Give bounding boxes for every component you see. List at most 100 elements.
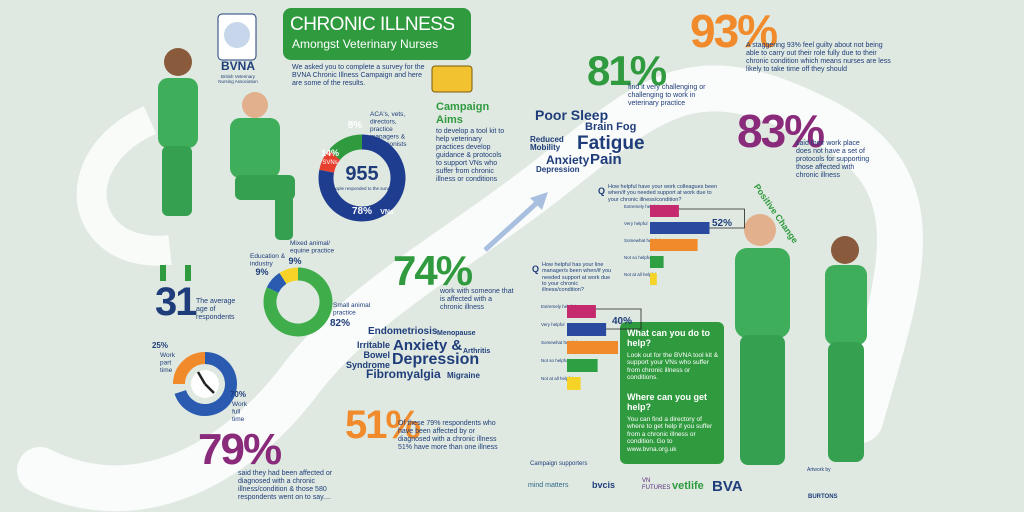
donut-segment [263,267,333,337]
q-marker: Q [598,186,606,196]
logo-text: BVNA [220,59,255,73]
title: CHRONIC ILLNESS [290,14,455,35]
bar [650,205,679,217]
symptom: Anxiety [546,153,590,167]
segment-label: Small animal practice [333,302,371,317]
donut-segment [174,352,237,416]
bracket [595,308,642,330]
artwork-label: Artwork by [807,467,831,473]
segment-value: 82% [330,318,350,329]
stat-value: 93% [690,5,778,57]
donut-segment [266,272,287,294]
segment-value: 78% [352,206,372,217]
segment-value: 9% [255,267,268,277]
supporter-logo: BVA [712,478,743,495]
nurse-seated [230,92,295,240]
campaign-title: Campaign Aims [436,101,490,126]
bar [650,222,710,234]
condition: Depression [392,351,480,368]
bar-category: Somewhat helpful [624,238,660,243]
age-value: 31 [155,280,197,324]
question: How helpful have your work colleagues be… [608,184,718,203]
stat-text: work with someone that is affected with … [440,288,514,312]
age-label: The average age of respondents [196,298,236,322]
question: How helpful has your line manager/s been… [542,262,612,294]
condition: Menopause [437,330,476,337]
stat-value: 81% [587,47,667,94]
symptom: Reduced Mobility [530,135,564,152]
supporters-title: Campaign supporters [530,461,588,467]
center-label: people responded to the survey [330,186,394,191]
symptom: Depression [536,165,580,174]
segment-label: Mixed animal/equine practice [290,240,334,255]
segment-value: 9% [288,256,301,266]
segment-value: 14% [321,148,339,158]
segment-value: 70% [230,390,246,399]
donut-segment [318,134,406,222]
help-box [620,322,724,464]
stat-value: 83% [737,105,825,157]
bar [567,377,581,390]
stat-text: A staggering 93% feel guilty about not b… [746,42,891,74]
road [76,106,172,266]
segment-value: 25% [152,341,168,350]
bar-category: Very helpful [541,322,565,327]
condition: Arthritis [463,348,491,355]
nurse-right-female [825,236,867,462]
stat-value: 74% [393,247,473,294]
bar [567,305,596,318]
road [17,65,923,512]
supporter-logo: bvcis [592,480,616,490]
stat-text: said their work place does not have a se… [796,140,870,180]
condition: Endometriosis [368,326,438,337]
symptom: Fatigue [577,133,645,154]
q-marker: Q [532,264,540,274]
bracket [678,208,745,229]
bar-category: Not at all helpful [624,272,656,277]
title-box [283,8,471,60]
arrow [483,198,542,252]
logo-subtext: British Veterinary Nursing Association [218,74,258,85]
segment-name: SVNs [322,160,337,166]
segment-name: VNs [380,209,394,216]
symptom: Poor Sleep [535,107,609,123]
help-title: What can you do to help? [627,328,710,349]
toolbox [431,65,473,93]
bar [650,256,664,268]
stat-value: 79% [198,425,282,474]
bar-category: Somewhat helpful [541,340,577,345]
segment-label: Work part time [160,352,176,374]
bar [650,273,657,285]
condition: Anxiety & [393,337,463,354]
supporter-logo: vetlife [672,480,704,492]
stat-text: said they had been affected or diagnosed… [238,470,333,502]
bar [650,239,698,251]
help-text: Look out for the BVNA tool kit & support… [627,352,719,382]
help-text: You can find a directory of where to get… [627,416,713,453]
supporter-logo: mind matters [528,482,569,489]
combined-label: 52% [712,218,733,229]
bar-category: Extremely helpful [624,204,659,209]
bar-category: Extremely helpful [541,304,576,309]
stat-text: Of these 79% respondents who have been a… [398,420,498,452]
donut-segment [173,352,206,385]
candle [160,265,166,281]
supporter-logo: VN FUTURES [642,478,671,491]
bar [567,359,598,372]
artwork-credit: BURTONS [808,494,838,500]
help-title: Where can you get help? [627,392,708,413]
condition: Irritable Bowel Syndrome [345,340,390,370]
clock-hand [196,371,207,385]
logo-icon [224,22,250,48]
condition: Migraine [447,371,480,380]
bar [567,341,618,354]
clock-hand [204,383,215,394]
bar-category: Very helpful [624,221,648,226]
center-value: 955 [345,163,378,185]
bar [567,323,607,336]
donut-segment [279,267,299,285]
condition: Fibromyalgia [366,367,441,381]
bar-category: Not so helpful [541,358,569,363]
